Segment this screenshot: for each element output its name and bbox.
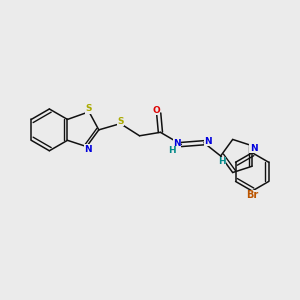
Text: H: H [168, 146, 176, 155]
Text: N: N [173, 139, 181, 148]
Text: O: O [152, 106, 160, 115]
Text: S: S [86, 104, 92, 113]
Text: N: N [204, 137, 212, 146]
Text: N: N [85, 145, 92, 154]
Text: S: S [118, 117, 124, 126]
Text: N: N [250, 144, 257, 153]
Text: H: H [218, 157, 226, 166]
Text: Br: Br [246, 190, 258, 200]
